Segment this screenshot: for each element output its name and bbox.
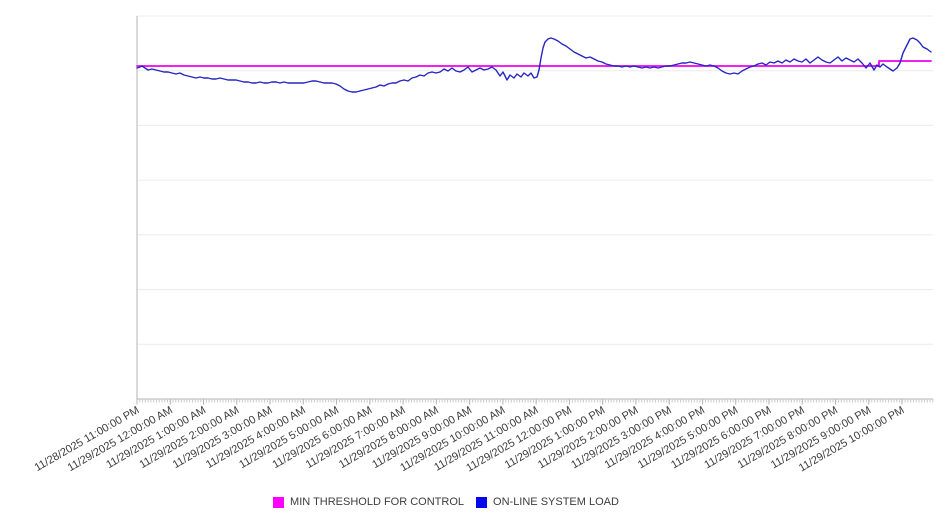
legend-item-system-load[interactable]: ON-LINE SYSTEM LOAD	[476, 496, 619, 508]
series-min-threshold-for-control	[136, 60, 932, 67]
series-on-line-system-load	[136, 37, 932, 93]
x-minor-ticks	[136, 399, 934, 403]
axes	[136, 16, 933, 400]
legend-label-system-load: ON-LINE SYSTEM LOAD	[493, 496, 619, 508]
legend-swatch-blue-icon	[476, 496, 488, 508]
gridlines	[137, 15, 933, 345]
legend-label-min-threshold: MIN THRESHOLD FOR CONTROL	[290, 496, 465, 508]
chart-legend: MIN THRESHOLD FOR CONTROL ON-LINE SYSTEM…	[0, 496, 892, 508]
legend-swatch-magenta-icon	[273, 496, 285, 508]
legend-item-min-threshold[interactable]: MIN THRESHOLD FOR CONTROL	[273, 496, 464, 508]
